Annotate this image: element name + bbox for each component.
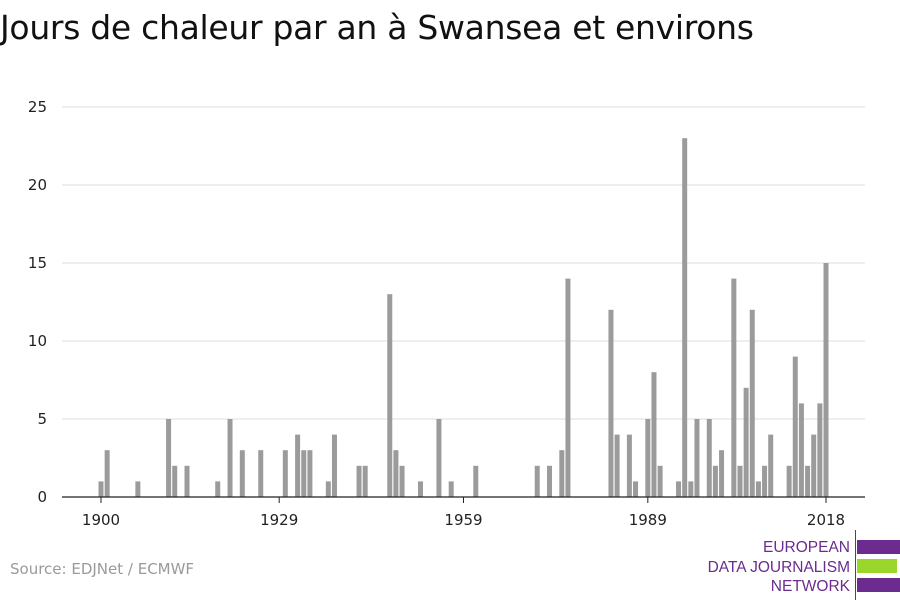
y-tick-label: 15 — [28, 254, 47, 272]
x-tick-label: 2018 — [807, 511, 845, 529]
bar-1991 — [657, 465, 663, 497]
bar-1999 — [706, 419, 712, 497]
bar-2013 — [792, 356, 798, 497]
edjnet-logo[interactable]: EUROPEAN DATA JOURNALISM NETWORK — [708, 530, 900, 600]
bar-2017 — [817, 403, 823, 497]
source-text: Source: EDJNet / ECMWF — [10, 560, 195, 578]
x-tick-label: 1959 — [444, 511, 482, 529]
bar-2018 — [823, 263, 829, 497]
bar-2007 — [755, 481, 761, 497]
bar-1900 — [98, 481, 104, 497]
bar-2000 — [712, 465, 718, 497]
bar-2006 — [749, 309, 755, 497]
bar-1955 — [436, 419, 442, 497]
bar-1923 — [239, 450, 245, 497]
bar-2003 — [731, 278, 737, 497]
bar-1938 — [331, 434, 337, 497]
y-tick-label: 20 — [28, 176, 47, 194]
bar-1961 — [473, 465, 479, 497]
logo-divider — [855, 530, 856, 600]
y-tick-label: 25 — [28, 98, 47, 116]
logo-line-3: NETWORK — [770, 578, 850, 595]
bar-1973 — [547, 465, 553, 497]
logo-bar-purple-bottom — [857, 578, 900, 592]
bar-1906 — [135, 481, 141, 497]
bar-2015 — [805, 465, 811, 497]
y-tick-label: 10 — [28, 332, 47, 350]
bar-1986 — [626, 434, 632, 497]
bar-1990 — [651, 372, 657, 497]
bar-1975 — [559, 450, 565, 497]
y-tick-label: 0 — [37, 488, 47, 506]
logo-text: EUROPEAN DATA JOURNALISM NETWORK — [708, 538, 850, 597]
bar-1971 — [534, 465, 540, 497]
bar-1933 — [301, 450, 307, 497]
x-tick-label: 1929 — [260, 511, 298, 529]
bar-1952 — [417, 481, 423, 497]
bar-1937 — [325, 481, 331, 497]
logo-line-1: EUROPEAN — [763, 539, 850, 556]
bar-1911 — [166, 419, 172, 497]
bar-1921 — [227, 419, 233, 497]
grid-lines — [62, 106, 865, 420]
bar-1919 — [215, 481, 221, 497]
bar-1912 — [172, 465, 178, 497]
bar-1995 — [682, 138, 688, 497]
bar-2009 — [768, 434, 774, 497]
bar-2008 — [762, 465, 768, 497]
bar-1926 — [258, 450, 264, 497]
bar-2016 — [811, 434, 817, 497]
bar-2014 — [798, 403, 804, 497]
bar-1947 — [387, 294, 393, 497]
bar-2004 — [737, 465, 743, 497]
bar-1948 — [393, 450, 399, 497]
y-axis-ticks: 0 5 10 15 20 25 — [28, 98, 47, 506]
logo-bar-purple-top — [857, 540, 900, 554]
x-tick-label: 1900 — [82, 511, 120, 529]
bar-1942 — [356, 465, 362, 497]
bar-2001 — [719, 450, 725, 497]
bar-1987 — [633, 481, 639, 497]
bar-1943 — [362, 465, 368, 497]
bar-1914 — [184, 465, 190, 497]
x-axis: 1900 1929 1959 1989 2018 — [62, 496, 865, 529]
bar-2005 — [743, 387, 749, 497]
bar-1976 — [565, 278, 571, 497]
y-tick-label: 5 — [37, 410, 47, 428]
x-tick-label: 1989 — [629, 511, 667, 529]
bar-1901 — [104, 450, 110, 497]
bar-1930 — [282, 450, 288, 497]
bar-1934 — [307, 450, 313, 497]
bar-1994 — [676, 481, 682, 497]
chart-title: Jours de chaleur par an à Swansea et env… — [0, 8, 754, 47]
bar-1949 — [399, 465, 405, 497]
bar-1997 — [694, 419, 700, 497]
bar-1984 — [614, 434, 620, 497]
logo-line-2: DATA JOURNALISM — [707, 558, 850, 576]
bar-1932 — [295, 434, 301, 497]
bar-1989 — [645, 419, 651, 497]
bar-1983 — [608, 309, 614, 497]
logo-bar-green — [857, 559, 897, 573]
bar-2012 — [786, 465, 792, 497]
bar-1996 — [688, 481, 694, 497]
bars — [98, 138, 829, 497]
bar-1957 — [448, 481, 454, 497]
